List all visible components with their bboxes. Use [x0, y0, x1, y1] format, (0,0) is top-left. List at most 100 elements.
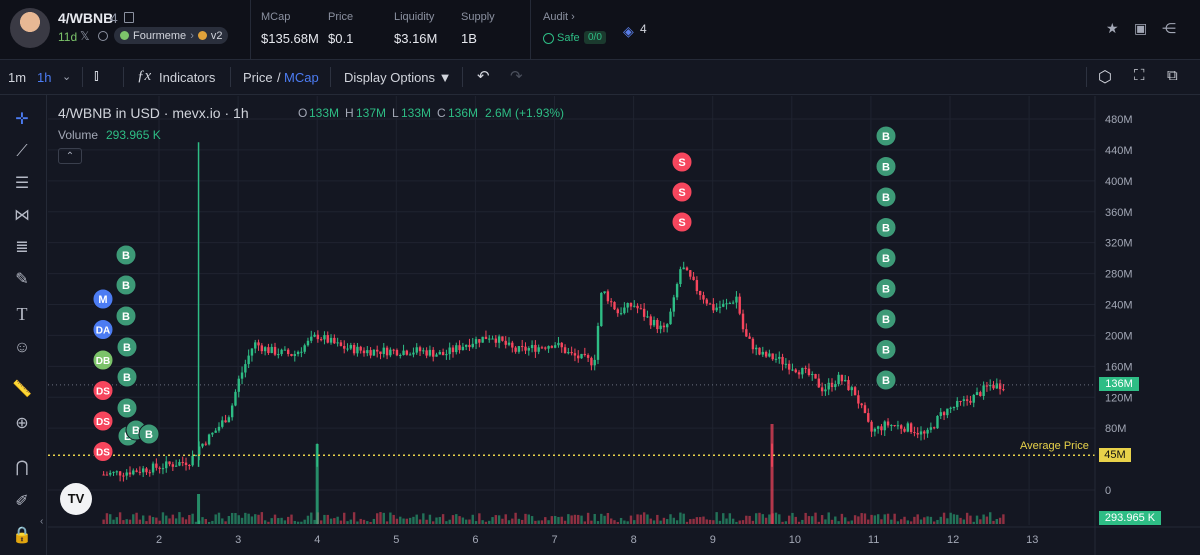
- candle-body: [501, 336, 504, 341]
- brush-icon[interactable]: ✎: [15, 271, 29, 288]
- change-value: 2.6M (+1.93%): [485, 106, 565, 120]
- volume-bar: [102, 519, 105, 524]
- y-tick-label: 0: [1105, 485, 1111, 497]
- audit-label[interactable]: Audit ›: [543, 11, 575, 23]
- candle-body: [755, 347, 758, 350]
- candle-body: [959, 400, 962, 402]
- left-buy-marker-label: B: [124, 431, 132, 443]
- volume-bar: [764, 517, 768, 524]
- volume-bar: [801, 519, 804, 524]
- volume-bar: [751, 520, 755, 524]
- horizontal-lines-icon[interactable]: ☰: [14, 175, 30, 192]
- fullscreen-icon[interactable]: ⛶: [1134, 67, 1145, 84]
- search-icon[interactable]: [98, 31, 108, 41]
- calendar-icon[interactable]: ▣: [1134, 20, 1148, 36]
- pattern-icon[interactable]: ⋈: [14, 207, 30, 224]
- candle-body: [408, 354, 412, 356]
- volume-bar: [408, 517, 412, 524]
- fib-icon[interactable]: ≣: [15, 239, 29, 256]
- camera-icon[interactable]: ⧉: [1167, 67, 1178, 84]
- volume-bar: [441, 514, 445, 524]
- candle-type-icon[interactable]: ⫾: [94, 67, 99, 84]
- platform-badge[interactable]: Fourmeme › v2: [114, 27, 229, 44]
- candle-body: [191, 455, 194, 466]
- trendline-icon[interactable]: ⟋: [16, 143, 28, 160]
- candle-body: [468, 344, 471, 348]
- collapse-sidebar-icon[interactable]: ‹: [40, 516, 44, 527]
- timeframe-1m[interactable]: 1m: [8, 70, 27, 85]
- x-tick-label: 2: [156, 534, 162, 546]
- drawing-tools-sidebar: ✛ ⟋ ☰ ⋈ ≣ ✎ T ☺ 📏 ⊕ ⋂ ✐ 🔒 ‹: [0, 95, 47, 555]
- volume-bar: [178, 512, 181, 524]
- price-toggle[interactable]: Price: [243, 70, 273, 85]
- volume-bar: [590, 520, 593, 524]
- indicators-icon[interactable]: ƒx: [137, 68, 152, 84]
- candle-body: [109, 472, 112, 475]
- volume-tag: 293.965 K: [1099, 511, 1161, 525]
- mcap-label: MCap: [261, 11, 291, 23]
- pencil-lock-icon[interactable]: ✐: [15, 493, 29, 510]
- copy-icon[interactable]: [124, 12, 134, 23]
- volume-bar: [336, 516, 339, 524]
- candle-body: [995, 383, 999, 389]
- lock-icon[interactable]: 🔒: [12, 527, 32, 544]
- candle-body: [903, 428, 906, 432]
- candle-body: [642, 308, 646, 317]
- tradingview-logo[interactable]: TV: [60, 483, 92, 515]
- volume-bar: [290, 514, 293, 524]
- volume-bar: [698, 517, 702, 524]
- left-marker-label: DS: [96, 417, 110, 428]
- candle-body: [474, 339, 478, 344]
- left-buy-marker-circle: [116, 336, 138, 358]
- text-icon[interactable]: T: [16, 304, 28, 324]
- volume-bar: [260, 512, 264, 524]
- volume-bar: [481, 520, 484, 524]
- mcap-toggle[interactable]: MCap: [284, 70, 319, 85]
- volume-bar: [830, 519, 834, 524]
- volume-bar: [244, 512, 247, 524]
- magnet-icon[interactable]: ⋂: [15, 459, 29, 476]
- volume-spike: [197, 494, 201, 524]
- redo-icon[interactable]: ↷: [510, 68, 523, 85]
- candle-body: [722, 303, 725, 307]
- indicators-button[interactable]: Indicators: [159, 70, 216, 85]
- settings-icon[interactable]: ⬡: [1098, 69, 1112, 86]
- collapse-legend-button[interactable]: ⌃: [58, 148, 82, 164]
- candle-body: [962, 399, 966, 401]
- sell-marker-label: S: [678, 187, 685, 199]
- emoji-icon[interactable]: ☺: [13, 339, 31, 356]
- candle-body: [698, 290, 702, 296]
- candle-body: [834, 384, 837, 388]
- volume-bar: [171, 514, 175, 524]
- volume-bar: [932, 521, 936, 524]
- candle-body: [695, 280, 699, 291]
- supply-value: 1B: [461, 31, 477, 46]
- undo-icon[interactable]: ↶: [477, 68, 490, 85]
- volume-bar: [669, 514, 672, 524]
- chevron-down-icon[interactable]: ⌄: [62, 71, 72, 83]
- star-icon[interactable]: ★: [1106, 20, 1119, 36]
- volume-bar: [626, 521, 629, 524]
- display-options-button[interactable]: Display Options ▼: [344, 70, 452, 85]
- left-buy-marker: B: [116, 397, 138, 419]
- sell-marker: S: [671, 211, 693, 233]
- candle-body: [972, 394, 975, 403]
- candle-body: [804, 367, 807, 369]
- x-icon[interactable]: 𝕏: [80, 29, 90, 43]
- zoom-icon[interactable]: ⊕: [15, 415, 29, 432]
- candle-body: [211, 432, 214, 435]
- candle-body: [600, 293, 603, 327]
- timeframe-1h[interactable]: 1h: [37, 70, 52, 85]
- share-icon[interactable]: ⋲: [1162, 20, 1176, 36]
- ruler-icon[interactable]: 📏: [12, 381, 32, 398]
- volume-bar: [695, 517, 699, 524]
- candle-body: [778, 356, 781, 359]
- volume-bar: [718, 520, 722, 524]
- candle-body: [764, 351, 768, 357]
- volume-bar: [257, 514, 260, 524]
- left-buy-marker-circle: [116, 397, 138, 419]
- candle-body: [705, 299, 708, 304]
- volume-bar: [521, 519, 524, 524]
- crosshair-icon[interactable]: ✛: [15, 111, 29, 128]
